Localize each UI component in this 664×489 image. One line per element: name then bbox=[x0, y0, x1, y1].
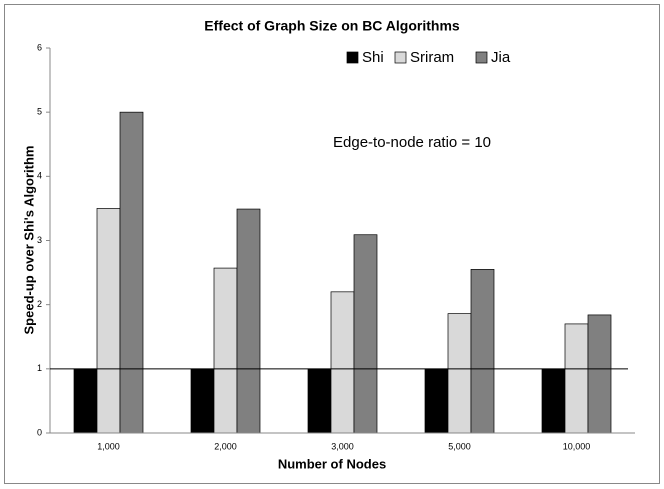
legend-swatch bbox=[346, 51, 359, 64]
bar bbox=[119, 111, 144, 434]
legend-label: Sriram bbox=[410, 49, 454, 66]
bar bbox=[73, 368, 98, 434]
bar bbox=[190, 368, 215, 434]
legend-label: Shi bbox=[362, 49, 384, 66]
y-tick-label: 0 bbox=[37, 427, 42, 437]
x-tick-label: 3,000 bbox=[331, 441, 354, 451]
bar bbox=[424, 368, 449, 434]
bar bbox=[213, 267, 238, 434]
x-axis-label: Number of Nodes bbox=[278, 456, 386, 471]
bar bbox=[564, 323, 589, 434]
chart-title: Effect of Graph Size on BC Algorithms bbox=[204, 18, 460, 34]
bar bbox=[353, 234, 378, 434]
y-tick-label: 1 bbox=[37, 363, 42, 373]
y-tick-label: 4 bbox=[37, 171, 42, 181]
bar bbox=[307, 368, 332, 434]
y-tick-label: 5 bbox=[37, 107, 42, 117]
x-tick-label: 2,000 bbox=[214, 441, 237, 451]
legend-swatch bbox=[475, 51, 488, 64]
y-tick-label: 2 bbox=[37, 299, 42, 309]
bar bbox=[96, 208, 121, 434]
annotation: Edge-to-node ratio = 10 bbox=[333, 134, 491, 151]
legend-label: Jia bbox=[491, 49, 511, 66]
bar bbox=[470, 269, 495, 434]
bar bbox=[447, 313, 472, 434]
bar bbox=[330, 291, 355, 434]
bar bbox=[236, 208, 261, 434]
x-tick-label: 1,000 bbox=[97, 441, 120, 451]
y-tick-label: 6 bbox=[37, 42, 42, 52]
y-tick-label: 3 bbox=[37, 235, 42, 245]
x-tick-label: 10,000 bbox=[563, 441, 591, 451]
bar bbox=[587, 314, 612, 434]
y-axis-label: Speed-up over Shi's Algorithm bbox=[21, 146, 36, 335]
x-tick-label: 5,000 bbox=[448, 441, 471, 451]
legend-swatch bbox=[394, 51, 407, 64]
bar bbox=[541, 368, 566, 434]
